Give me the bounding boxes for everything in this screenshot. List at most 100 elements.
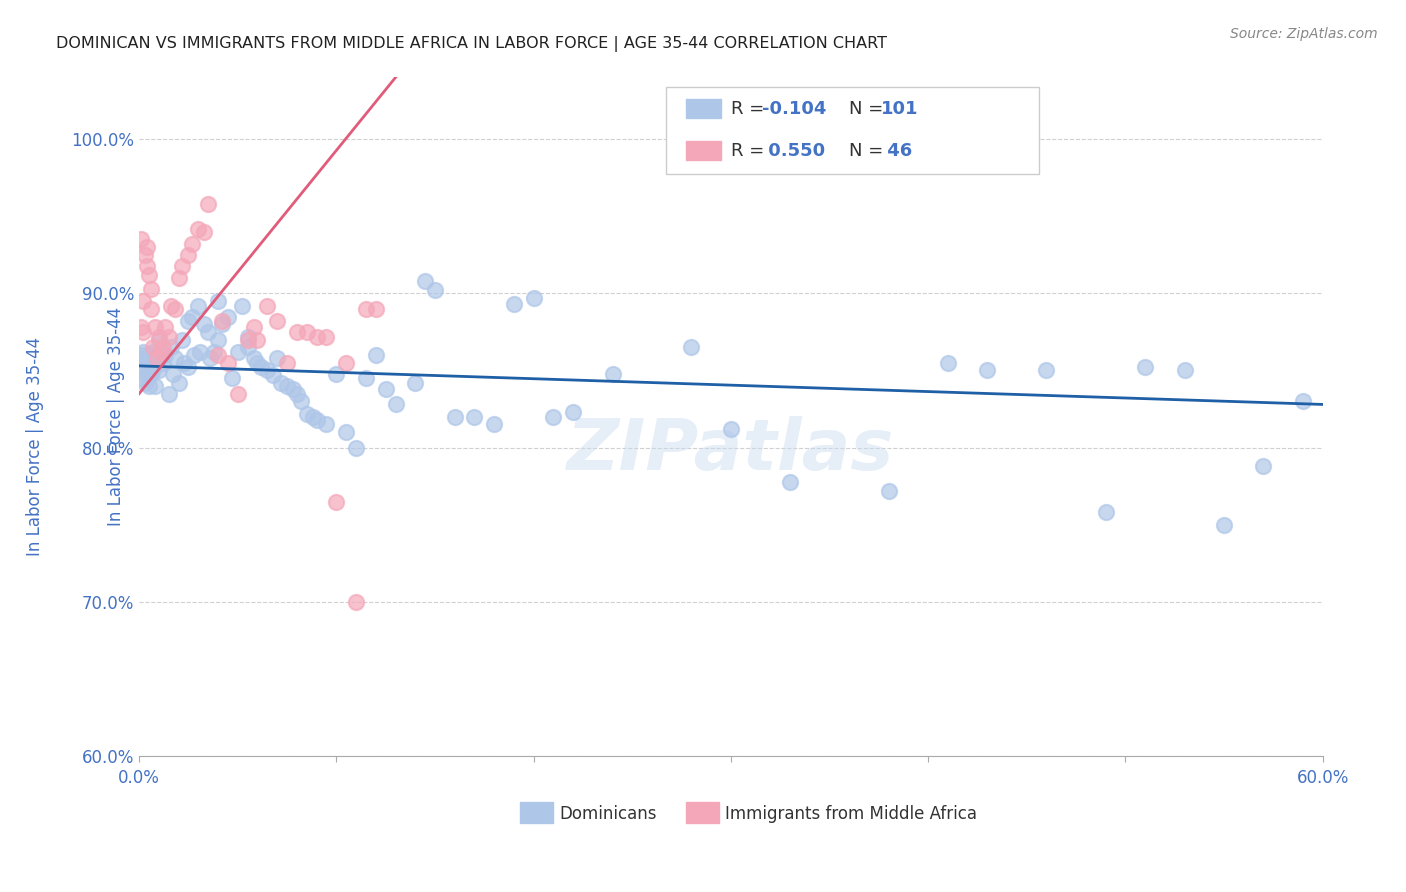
Point <box>181 310 204 324</box>
Point <box>136 240 159 254</box>
Point <box>129 371 152 385</box>
Point <box>139 348 162 362</box>
Text: 46: 46 <box>882 142 912 160</box>
Text: R =: R = <box>731 142 770 160</box>
Point <box>136 348 159 362</box>
Point <box>221 371 243 385</box>
Point <box>202 345 225 359</box>
Point <box>720 422 742 436</box>
Text: Source: ZipAtlas.com: Source: ZipAtlas.com <box>1230 27 1378 41</box>
Point <box>344 595 367 609</box>
Point <box>148 363 170 377</box>
Point <box>1173 363 1195 377</box>
Text: 0.550: 0.550 <box>762 142 825 160</box>
Point <box>285 386 308 401</box>
Point <box>290 394 312 409</box>
Y-axis label: In Labor Force | Age 35-44: In Labor Force | Age 35-44 <box>107 307 125 526</box>
Point <box>167 376 190 390</box>
Point <box>177 248 200 262</box>
Point <box>354 371 377 385</box>
Point <box>936 356 959 370</box>
Point <box>152 356 174 370</box>
Point <box>231 299 253 313</box>
Point <box>172 259 194 273</box>
Point <box>1292 394 1315 409</box>
Point <box>523 291 546 305</box>
Point <box>153 320 176 334</box>
Point <box>157 329 180 343</box>
Point <box>173 356 195 370</box>
Point <box>335 425 357 440</box>
Text: ZIPatlas: ZIPatlas <box>567 417 894 485</box>
Point <box>139 301 162 316</box>
Point <box>139 367 162 381</box>
Point <box>242 351 264 366</box>
Text: DOMINICAN VS IMMIGRANTS FROM MIDDLE AFRICA IN LABOR FORCE | AGE 35-44 CORRELATIO: DOMINICAN VS IMMIGRANTS FROM MIDDLE AFRI… <box>56 36 887 52</box>
Point <box>315 329 337 343</box>
Point <box>325 494 347 508</box>
Point <box>143 379 166 393</box>
Bar <box>686 141 721 161</box>
Point <box>242 320 264 334</box>
Point <box>177 314 200 328</box>
Point <box>211 314 233 328</box>
Point <box>602 367 624 381</box>
Point <box>502 297 524 311</box>
Point <box>132 363 155 377</box>
Point <box>285 325 308 339</box>
Point <box>142 345 165 359</box>
Point <box>134 351 156 366</box>
Point <box>163 351 186 366</box>
Text: -0.104: -0.104 <box>762 100 825 119</box>
Point <box>276 379 298 393</box>
Point <box>197 197 219 211</box>
Point <box>207 333 229 347</box>
Point <box>270 376 292 390</box>
Point <box>250 360 273 375</box>
Point <box>262 368 284 383</box>
Text: N =: N = <box>849 142 889 160</box>
Text: N =: N = <box>849 100 889 119</box>
Point <box>149 345 172 359</box>
Point <box>281 382 304 396</box>
Point <box>364 301 387 316</box>
Point <box>188 345 211 359</box>
Bar <box>686 802 718 822</box>
Point <box>256 363 278 377</box>
Point <box>404 376 426 390</box>
Point <box>159 340 181 354</box>
Point <box>295 325 318 339</box>
Point <box>1213 517 1236 532</box>
Point <box>138 351 160 366</box>
Point <box>183 348 205 362</box>
Point <box>157 386 180 401</box>
Point <box>207 348 229 362</box>
Point <box>134 248 156 262</box>
Point <box>207 294 229 309</box>
Point <box>132 345 155 359</box>
Point <box>1035 363 1057 377</box>
Point <box>364 348 387 362</box>
Point <box>172 333 194 347</box>
Point <box>236 340 259 354</box>
Point <box>129 320 152 334</box>
Point <box>193 225 215 239</box>
Point <box>159 299 181 313</box>
Point <box>143 320 166 334</box>
Point <box>167 271 190 285</box>
Point <box>335 356 357 370</box>
Point <box>1094 505 1116 519</box>
Point <box>142 340 165 354</box>
Point <box>134 376 156 390</box>
FancyBboxPatch shape <box>666 87 1039 174</box>
Point <box>1133 360 1156 375</box>
Point <box>443 409 465 424</box>
Bar <box>520 802 554 822</box>
Point <box>384 397 406 411</box>
Point <box>354 301 377 316</box>
Point <box>266 351 288 366</box>
Point <box>463 409 485 424</box>
Point <box>177 360 200 375</box>
Point <box>226 386 249 401</box>
Point <box>136 259 159 273</box>
